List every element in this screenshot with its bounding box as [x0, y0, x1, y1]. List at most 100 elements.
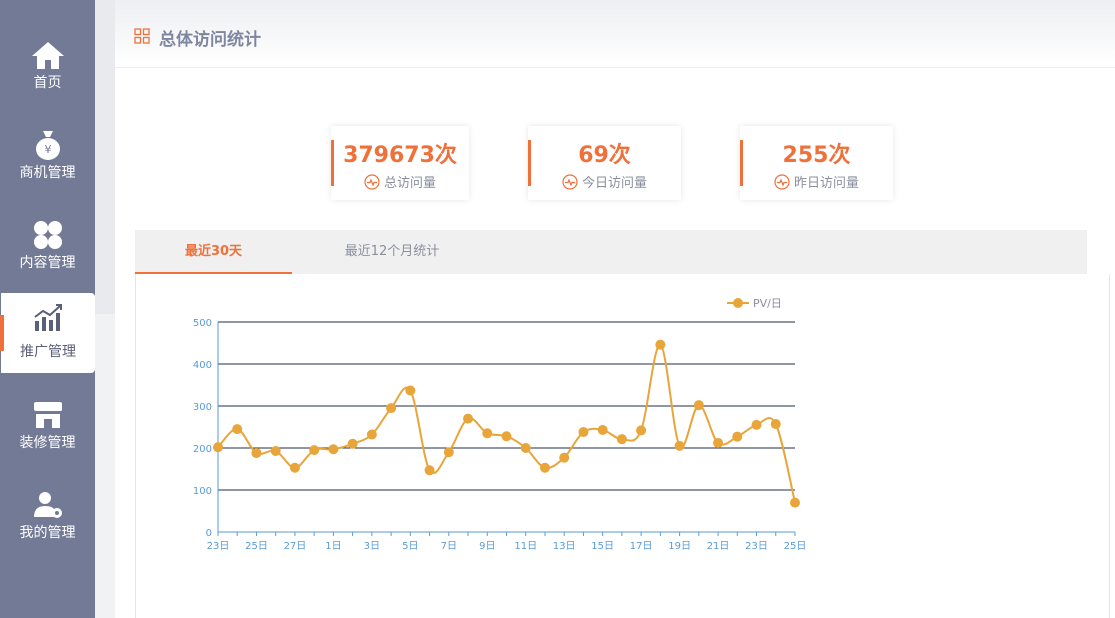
pulse-icon — [562, 173, 578, 190]
svg-text:¥: ¥ — [44, 143, 51, 156]
data-point — [578, 427, 589, 438]
x-tick-label: 3日 — [364, 541, 380, 552]
data-point — [251, 448, 262, 459]
data-point — [289, 462, 300, 473]
sidebar-item-content[interactable]: 内容管理 — [0, 210, 95, 290]
sidebar-item-label: 首页 — [33, 75, 62, 91]
sidebar-item-decoration[interactable]: 装修管理 — [0, 390, 95, 470]
data-point — [405, 385, 416, 396]
main-background — [95, 0, 115, 314]
sidebar-item-label: 我的管理 — [19, 525, 76, 541]
legend-label: PV/日 — [753, 297, 782, 310]
stat-card-total: 379673次 总访问量 — [331, 126, 469, 200]
growth-chart-icon — [1, 301, 95, 335]
y-tick-label: 100 — [193, 486, 212, 497]
data-point — [232, 424, 243, 435]
clover-grid-icon — [0, 218, 95, 252]
x-tick-label: 15日 — [591, 541, 614, 552]
stat-caption: 今日访问量 — [581, 176, 647, 191]
data-point — [424, 465, 435, 476]
page-title: 总体访问统计 — [159, 30, 261, 50]
series-line-pv — [217, 343, 796, 503]
data-point — [309, 445, 320, 456]
chart-container: 0 100 200 300 400 500 23日 25日 27日 1日 3日 5日 7日 9日 11日 13… — [135, 274, 1110, 618]
x-tick-label: 25日 — [245, 541, 268, 552]
x-tick-label: 27日 — [284, 541, 307, 552]
stat-caption: 总访问量 — [383, 176, 436, 191]
y-tick-label: 200 — [193, 444, 212, 455]
money-bag-icon: ¥ — [0, 128, 95, 162]
data-point — [366, 429, 377, 440]
stat-card-yesterday: 255次 昨日访问量 — [740, 126, 893, 200]
stat-value: 255次 — [782, 143, 851, 168]
sidebar-item-home[interactable]: 首页 — [0, 30, 95, 110]
sidebar-item-label: 装修管理 — [19, 435, 76, 451]
data-point — [539, 462, 550, 473]
data-point — [732, 431, 743, 442]
data-point — [270, 445, 281, 456]
x-tick-label: 19日 — [668, 541, 691, 552]
x-tick-label: 23日 — [745, 541, 768, 552]
data-point — [463, 413, 474, 424]
y-tick-label: 400 — [193, 360, 212, 371]
data-point — [559, 452, 570, 463]
pv-line-chart: 0 100 200 300 400 500 23日 25日 27日 1日 3日 5日 7日 9日 11日 13… — [193, 297, 807, 552]
data-point — [386, 403, 397, 414]
tab-bar: 最近30天 最近12个月统计 — [135, 230, 1087, 278]
accent-bar — [331, 140, 334, 186]
data-point — [790, 497, 800, 508]
x-tick-label: 17日 — [630, 541, 653, 552]
x-tick-label: 1日 — [325, 541, 341, 552]
pulse-icon — [364, 173, 380, 190]
x-tick-label: 7日 — [441, 541, 457, 552]
data-point — [751, 419, 762, 430]
data-point — [520, 443, 531, 453]
x-tick-label: 25日 — [784, 541, 807, 552]
x-tick-label: 9日 — [479, 541, 495, 552]
data-point — [482, 428, 493, 439]
x-tick-label: 23日 — [207, 541, 230, 552]
tab-last-30-days[interactable]: 最近30天 — [135, 230, 292, 278]
y-tick-label: 0 — [206, 528, 212, 539]
stat-value: 69次 — [578, 143, 631, 168]
x-tick-label: 21日 — [707, 541, 730, 552]
x-tick-label: 11日 — [514, 541, 537, 552]
stat-caption: 昨日访问量 — [793, 176, 859, 191]
stat-caption-row: 昨日访问量 — [740, 172, 893, 191]
y-tick-label: 500 — [193, 318, 212, 329]
stat-caption-row: 今日访问量 — [528, 172, 681, 191]
data-point — [213, 442, 223, 453]
sidebar-item-promotion[interactable]: 推广管理 — [0, 293, 95, 373]
accent-bar — [528, 140, 531, 186]
data-point — [655, 339, 666, 350]
accent-bar — [740, 140, 743, 186]
home-icon — [0, 38, 95, 72]
data-point — [328, 444, 339, 455]
stat-value: 379673次 — [343, 143, 457, 168]
stat-caption-row: 总访问量 — [331, 172, 469, 191]
data-point — [597, 424, 608, 435]
data-point — [636, 425, 647, 436]
data-point — [713, 437, 724, 448]
tab-last-12-months[interactable]: 最近12个月统计 — [344, 244, 440, 259]
data-point — [501, 431, 512, 442]
sidebar-item-label: 内容管理 — [19, 255, 76, 271]
x-tick-label: 13日 — [553, 541, 576, 552]
data-point — [616, 434, 627, 445]
sidebar-item-business[interactable]: ¥ 商机管理 — [0, 120, 95, 200]
data-point — [347, 438, 358, 449]
pulse-icon — [774, 173, 790, 190]
sidebar-item-mine[interactable]: 我的管理 — [0, 480, 95, 560]
sidebar-item-label: 商机管理 — [19, 165, 76, 181]
data-point — [770, 419, 781, 430]
data-point — [443, 447, 454, 458]
sidebar: 首页 ¥ 商机管理 内容管理 推广管理 装修管理 — [0, 0, 95, 618]
grid-icon — [134, 28, 150, 44]
user-gear-icon — [0, 488, 95, 522]
storefront-icon — [0, 398, 95, 432]
data-point — [693, 400, 704, 411]
sidebar-item-label: 推广管理 — [20, 344, 76, 360]
legend-marker — [733, 298, 743, 308]
panel-header: 总体访问统计 — [115, 0, 1115, 68]
